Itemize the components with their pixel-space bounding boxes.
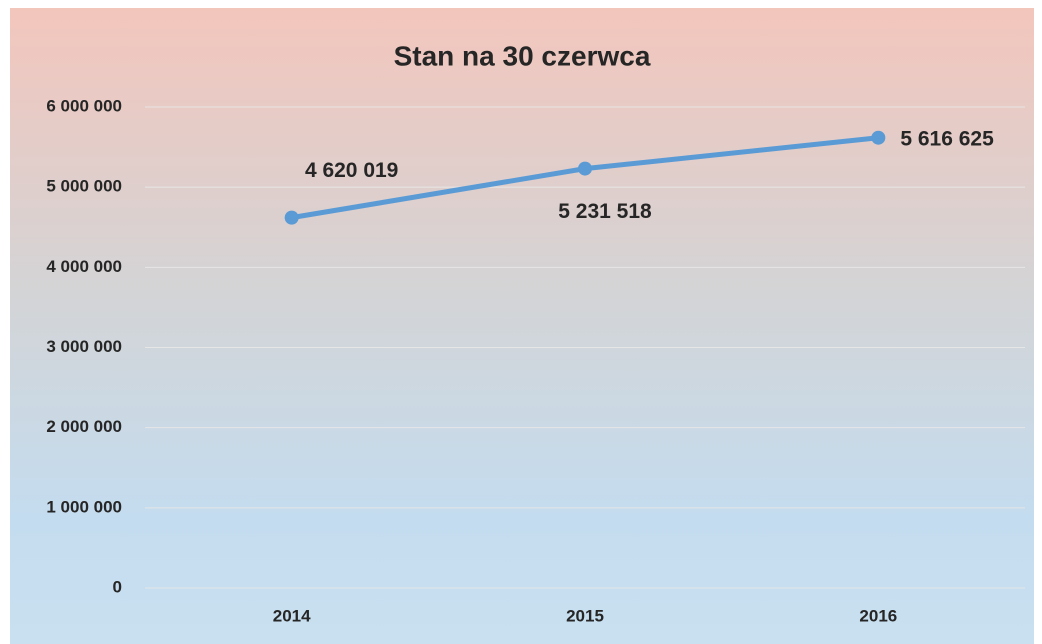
y-tick-label: 6 000 000 bbox=[46, 96, 122, 115]
chart-background bbox=[10, 8, 1034, 644]
y-tick-label: 2 000 000 bbox=[46, 417, 122, 436]
data-label: 5 231 518 bbox=[558, 200, 652, 223]
point bbox=[284, 210, 299, 225]
y-tick-label: 0 bbox=[113, 577, 122, 596]
y-tick-label: 4 000 000 bbox=[46, 257, 122, 276]
y-tick-label: 1 000 000 bbox=[46, 497, 122, 516]
x-tick-label: 2016 bbox=[859, 606, 897, 625]
y-tick-label: 5 000 000 bbox=[46, 177, 122, 196]
y-tick-label: 3 000 000 bbox=[46, 337, 122, 356]
data-label: 5 616 625 bbox=[900, 127, 994, 150]
point bbox=[871, 130, 886, 145]
chart-title: Stan na 30 czerwca bbox=[394, 40, 651, 71]
x-tick-label: 2015 bbox=[566, 606, 604, 625]
data-label: 4 620 019 bbox=[305, 159, 398, 182]
point bbox=[578, 161, 592, 176]
x-tick-label: 2014 bbox=[273, 606, 311, 625]
